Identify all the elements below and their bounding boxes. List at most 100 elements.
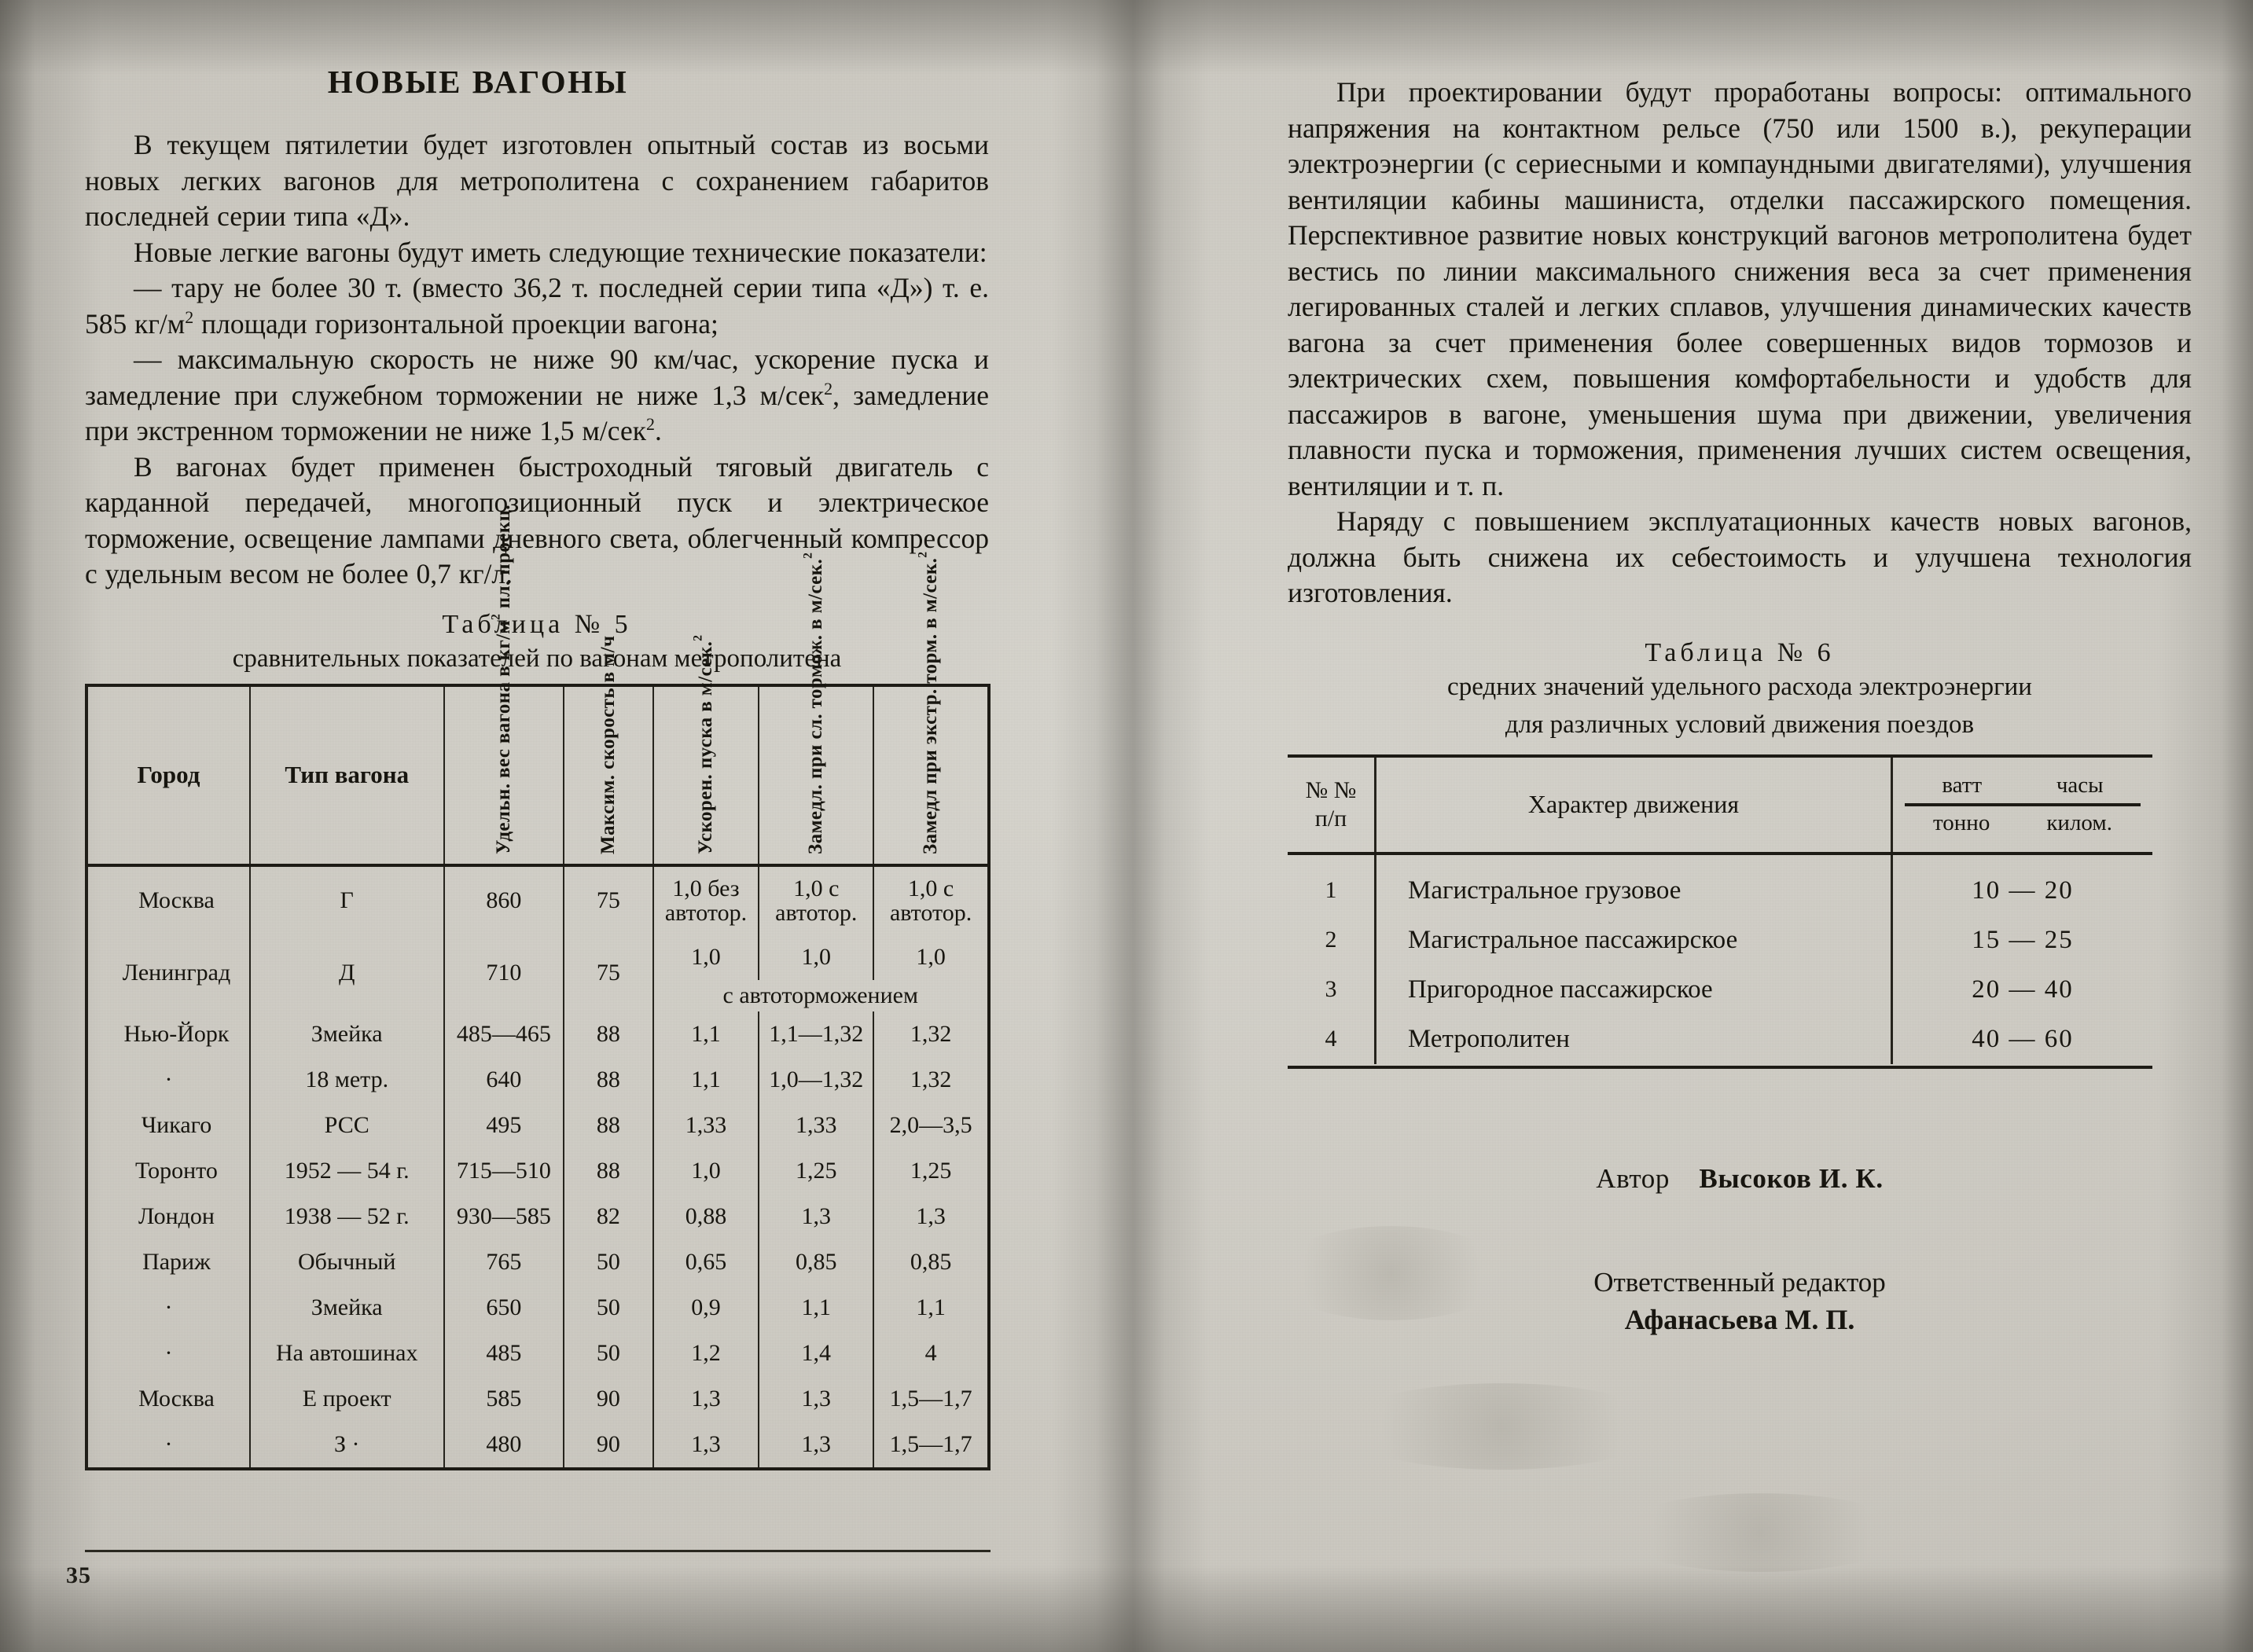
table-row: 3 Пригородное пассажирское 20 — 40 <box>1288 964 2152 1015</box>
cell-brake-emergency: 1,25 <box>873 1147 991 1194</box>
cell-number: 2 <box>1288 915 1376 965</box>
table5: Город Тип вагона Удельн. вес вагона в кг… <box>85 505 991 1470</box>
cell-autobraking-note: с автоторможением <box>652 979 991 1011</box>
cell-weight: 765 <box>443 1239 565 1285</box>
table5-col-brake-service: Замедл. при сл. тормож. в м/сек.2 <box>758 553 875 867</box>
cell-movement-name: Магистральное грузовое <box>1375 853 1893 916</box>
table5-wrapper: Город Тип вагона Удельн. вес вагона в кг… <box>85 505 991 1470</box>
table5-caption-subtitle: сравнительных показателей по вагонам мет… <box>232 644 842 673</box>
table5-col-accel: Ускорен. пуска в м/сек.2 <box>652 635 760 867</box>
paragraph: — максимальную скорость не ниже 90 км/ча… <box>85 343 989 446</box>
cell-brake-service: 1,3 <box>758 1421 875 1470</box>
cell-accel: 0,9 <box>652 1284 760 1331</box>
table6-col-character: Характер движения <box>1375 754 1893 855</box>
units-fraction-bar <box>1905 803 2141 806</box>
cell-speed: 88 <box>563 1056 654 1103</box>
page-title: НОВЫЕ ВАГОНЫ <box>327 64 629 100</box>
table-row: · З · 480 90 1,3 1,3 1,5—1,7 <box>85 1421 991 1470</box>
cell-speed: 50 <box>563 1239 654 1285</box>
table-row: Торонто 1952 — 54 г. 715—510 88 1,0 1,25… <box>85 1147 991 1194</box>
table-row: Москва Е проект 585 90 1,3 1,3 1,5—1,7 <box>85 1375 991 1422</box>
cell-city: Нью-Йорк <box>85 1011 251 1057</box>
table5-header-row: Город Тип вагона Удельн. вес вагона в кг… <box>85 505 991 867</box>
cell-speed: 88 <box>563 1147 654 1194</box>
cell-brake-service: 1,25 <box>758 1147 875 1194</box>
cell-speed: 82 <box>563 1193 654 1239</box>
cell-speed: 50 <box>563 1330 654 1376</box>
book-gutter-shadow <box>1052 0 1209 1652</box>
cell-weight: 710 <box>443 934 565 1011</box>
units-numerator: ватт часы <box>1905 773 2141 798</box>
author-label: Автор <box>1596 1162 1670 1194</box>
cell-weight: 860 <box>443 865 565 934</box>
table5-col-city-label: Город <box>137 761 200 788</box>
cell-type: З · <box>248 1421 445 1470</box>
table5-head: Город Тип вагона Удельн. вес вагона в кг… <box>85 505 991 867</box>
table-row: Москва Г 860 75 1,0 без автотор. 1,0 с а… <box>85 865 991 934</box>
table6-caption-number: Таблица № 6 <box>1645 637 1835 667</box>
paragraph: В вагонах будет применен быстроходный тя… <box>85 450 989 590</box>
right-column: При проектировании будут проработаны воп… <box>1288 75 2192 1336</box>
cell-brake-service: 1,3 <box>758 1193 875 1239</box>
cell-movement-name: Магистральное пассажирское <box>1375 915 1893 965</box>
cell-weight: 650 <box>443 1284 565 1331</box>
editor-role: Ответственный редактор <box>1593 1266 1886 1298</box>
cell-weight: 485 <box>443 1330 565 1376</box>
page-number: 35 <box>66 1562 91 1588</box>
cell-type: Е проект <box>248 1375 445 1422</box>
cell-type: На автошинах <box>248 1330 445 1376</box>
cell-type: 18 метр. <box>248 1056 445 1103</box>
cell-accel: 1,3 <box>652 1375 760 1422</box>
table6-head: № № п/п Характер движения ватт часы <box>1288 754 2152 855</box>
cell-value: 15 — 25 <box>1972 925 2074 954</box>
cell-brake-service: 0,85 <box>758 1239 875 1285</box>
left-column: НОВЫЕ ВАГОНЫ В текущем пятилетии будет и… <box>85 63 991 1470</box>
unit-tonne: тонно <box>1933 810 1990 835</box>
cell-brake-service: 1,0 <box>758 934 875 980</box>
cell-type: 1952 — 54 г. <box>248 1147 445 1194</box>
cell-accel: 1,33 <box>652 1102 760 1148</box>
cell-city: Торонто <box>85 1147 251 1194</box>
cell-speed: 75 <box>563 865 654 934</box>
paragraph: — тару не более 30 т. (вместо 36,2 т. по… <box>85 272 989 340</box>
table6: № № п/п Характер движения ватт часы <box>1288 754 2152 1064</box>
cell-city: Ленинград <box>85 934 251 1011</box>
cell-city: Лондон <box>85 1193 251 1239</box>
table6-header-row: № № п/п Характер движения ватт часы <box>1288 754 2152 855</box>
cell-type: 1938 — 52 г. <box>248 1193 445 1239</box>
right-page: При проектировании будут проработаны воп… <box>1209 0 2253 1652</box>
cell-city: · <box>85 1056 251 1103</box>
paragraph: В текущем пятилетии будет изготовлен опы… <box>85 129 989 232</box>
cell-city: Москва <box>85 1375 251 1422</box>
table6-bottom-rule <box>1288 1065 2152 1069</box>
cell-number: 3 <box>1288 964 1376 1015</box>
cell-city: · <box>85 1330 251 1376</box>
cell-weight: 930—585 <box>443 1193 565 1239</box>
cell-value: 40 — 60 <box>1972 1024 2074 1053</box>
cell-brake-emergency: 4 <box>873 1330 991 1376</box>
unit-hours: часы <box>2056 773 2104 798</box>
cell-type: Г <box>248 865 445 934</box>
cell-type: Змейка <box>248 1284 445 1331</box>
table-row: Нью-Йорк Змейка 485—465 88 1,1 1,1—1,32 … <box>85 1011 991 1057</box>
table-row: Лондон 1938 — 52 г. 930—585 82 0,88 1,3 … <box>85 1193 991 1239</box>
table6-body: 1 Магистральное грузовое 10 — 20 2 Магис… <box>1288 853 2152 1064</box>
table5-col-speed-label: Максим. скорость в м/ч <box>597 635 619 854</box>
units-fraction: ватт часы тонно килом. <box>1905 773 2141 836</box>
cell-weight: 585 <box>443 1375 565 1422</box>
cell-accel: 1,0 без автотор. <box>652 865 760 934</box>
paragraph: Новые легкие вагоны будут иметь следующи… <box>134 236 987 268</box>
cell-brake-emergency: 2,0—3,5 <box>873 1102 991 1148</box>
cell-accel: 1,1 <box>652 1011 760 1057</box>
table-row: Париж Обычный 765 50 0,65 0,85 0,85 <box>85 1239 991 1285</box>
cell-speed: 88 <box>563 1011 654 1057</box>
cell-brake-service: 1,1—1,32 <box>758 1011 875 1057</box>
table5-body: Москва Г 860 75 1,0 без автотор. 1,0 с а… <box>85 865 991 1470</box>
cell-weight: 715—510 <box>443 1147 565 1194</box>
cell-type: Д <box>248 934 445 1011</box>
cell-weight: 485—465 <box>443 1011 565 1057</box>
paragraph: При проектировании будут проработаны воп… <box>1288 76 2192 501</box>
cell-brake-service: 1,1 <box>758 1284 875 1331</box>
cell-type: РСС <box>248 1102 445 1148</box>
table-row: 2 Магистральное пассажирское 15 — 25 <box>1288 915 2152 965</box>
